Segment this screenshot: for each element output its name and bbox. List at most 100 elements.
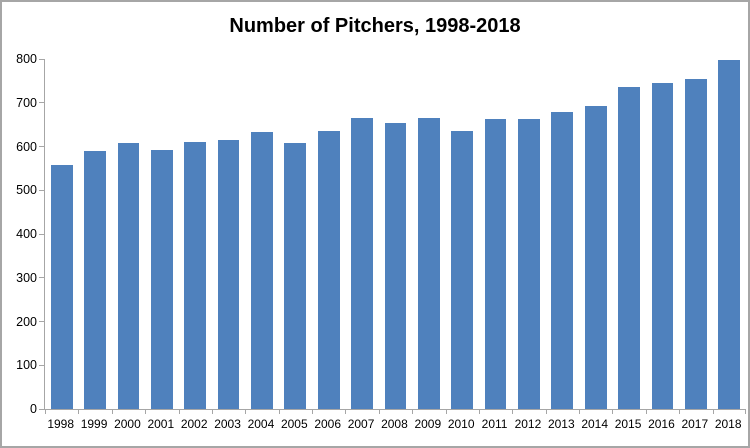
y-tick-label: 700 [16,95,37,110]
bar-2010 [451,131,474,409]
bar-slot [379,59,412,409]
bar-slot [45,59,78,409]
bar-2018 [718,59,741,409]
x-tick-mark [712,410,714,414]
x-tick-mark [412,410,414,414]
x-tick-label: 1998 [47,417,75,431]
x-tick-mark [312,410,314,414]
x-tick-label: 2015 [614,417,642,431]
bar-slot [479,59,512,409]
x-axis-labels: 1998 1999 2000 2001 2002 2003 2004 2005 2006 2007… [44,417,745,431]
x-tick-label: 1999 [80,417,108,431]
bar-2004 [251,132,273,409]
x-tick-mark [679,410,681,414]
bar-slot [546,59,579,409]
bar-slot [179,59,212,409]
bar-2000 [117,143,140,409]
x-tick-label: 2005 [280,417,308,431]
bar-2006 [317,131,340,409]
bar-2014 [584,106,607,409]
bar-slot [646,59,679,409]
x-tick-label: 2012 [514,417,542,431]
y-tick-label: 300 [16,270,37,285]
x-tick-mark [211,410,213,414]
bar-slot [279,59,312,409]
plot-area: 0 100 200 300 400 500 600 700 800 [16,52,746,416]
x-tick-mark [78,410,80,414]
x-tick-mark [245,410,247,414]
x-tick-label: 2007 [347,417,375,431]
x-tick-mark [378,410,380,414]
x-tick-label: 2013 [547,417,575,431]
bar-2001 [150,149,173,409]
y-tick-mark [39,58,44,60]
bar-slot [446,59,479,409]
y-tick-label: 500 [16,183,37,198]
bar-slot [579,59,612,409]
x-tick-label: 2003 [214,417,241,431]
bar-slot [245,59,278,409]
bar-2008 [384,123,407,409]
bar-slot [312,59,345,409]
bar-slot [512,59,545,409]
x-tick-mark [478,410,480,414]
bar-2015 [618,87,640,409]
bar-2012 [518,119,540,409]
x-tick-label: 2002 [180,417,208,431]
bar-slot [212,59,245,409]
bar-slot [345,59,378,409]
bar-2016 [651,83,674,409]
x-tick-mark [178,410,180,414]
bar-2003 [217,140,240,409]
y-tick-label: 400 [16,227,37,241]
x-tick-label: 2004 [247,417,275,431]
x-tick-mark [45,410,46,414]
x-tick-label: 2008 [381,417,408,431]
y-tick-mark [39,233,44,235]
bar-2017 [684,78,707,409]
bar-slot [78,59,111,409]
bar-slot [713,59,746,409]
bar-slot [112,59,145,409]
bar-1999 [84,150,106,409]
bar-2013 [551,112,574,409]
y-tick-label: 200 [16,314,37,329]
x-tick-label: 2009 [414,417,442,431]
bar-1998 [50,164,73,409]
y-tick-mark [39,277,44,279]
x-tick-label: 2018 [714,417,742,431]
y-tick-label: 600 [16,139,37,154]
x-tick-mark [345,410,347,414]
x-tick-mark [545,410,547,414]
bar-slot [612,59,645,409]
y-tick-mark [39,321,44,322]
y-tick-mark [39,408,44,410]
x-tick-mark [579,410,581,414]
x-tick-mark [145,410,147,414]
y-tick-mark [39,102,44,104]
bar-slot [412,59,445,409]
bar-2007 [351,117,373,409]
x-tick-mark [512,410,514,414]
y-tick-label: 800 [16,52,37,66]
x-tick-mark [278,410,280,414]
x-tick-label: 2016 [648,417,675,431]
y-tick-mark [39,364,44,366]
bar-2005 [284,143,307,409]
x-tick-mark [612,410,614,414]
x-tick-mark [111,410,113,414]
bar-slot [679,59,712,409]
y-tick-label: 0 [30,402,37,416]
bar-2011 [484,119,507,409]
chart-title: Number of Pitchers, 1998-2018 [229,15,521,37]
bar-slot [145,59,178,409]
x-tick-label: 2001 [147,417,175,431]
x-tick-label: 2006 [314,417,342,431]
y-tick-mark [39,189,44,191]
y-tick-label: 100 [16,358,37,373]
x-tick-mark [445,410,447,414]
x-tick-label: 2014 [581,417,609,431]
bar-2002 [184,141,207,409]
x-tick-label: 2010 [447,417,475,431]
